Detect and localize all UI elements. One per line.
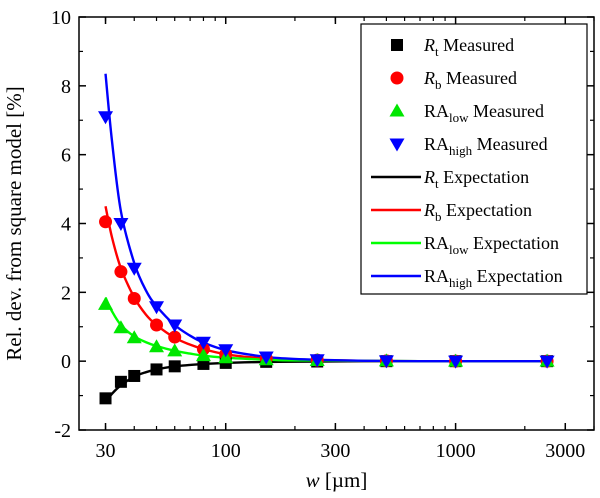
data-point-ra-low [126, 330, 142, 344]
y-tick-label: 4 [61, 214, 71, 236]
y-tick-label: -2 [54, 420, 71, 442]
x-tick-label: 3000 [545, 440, 585, 462]
data-point-ra-high [309, 354, 325, 368]
legend-label-ra-low: RAlow Expectation [424, 233, 559, 257]
data-point-r-b [127, 292, 141, 306]
data-point-ra-high [167, 319, 183, 333]
legend-label-r-b: Rb Expectation [423, 200, 532, 224]
data-point-r-b [150, 318, 164, 332]
data-point-r-b [99, 215, 113, 229]
data-point-r-t [114, 375, 127, 388]
measured-markers [98, 111, 555, 405]
data-point-ra-high [258, 351, 274, 365]
data-point-ra-low [195, 348, 211, 362]
data-point-ra-high [113, 218, 129, 231]
data-point-r-t [168, 360, 181, 373]
x-tick-label: 300 [320, 440, 350, 462]
data-point-ra-low [98, 296, 114, 310]
legend: Rt Measured Rb Measured RAlow Measured RAhi… [360, 23, 588, 295]
legend-label-r-t: Rt Measured [423, 35, 514, 59]
x-tick-label: 100 [211, 440, 241, 462]
y-tick-label: 6 [61, 145, 71, 167]
data-point-ra-low [113, 320, 129, 334]
data-point-r-b [168, 330, 182, 344]
axis-tick-labels: -2 0 2 4 6 8 10 30 100 300 1000 3000 [51, 7, 585, 462]
data-point-r-b [114, 265, 128, 279]
data-point-ra-high [126, 262, 142, 276]
data-point-ra-low [167, 343, 183, 357]
x-axis-unit: [µm] [320, 468, 368, 492]
data-point-ra-low [149, 339, 165, 353]
x-axis-label: w [µm] [306, 468, 368, 492]
x-axis-variable: w [306, 468, 320, 492]
legend-marker-ra-low [389, 103, 405, 117]
legend-label-ra-high: RAhigh Measured [424, 134, 548, 158]
data-point-r-t [99, 392, 112, 405]
y-axis-label: Rel. dev. from square model [%] [2, 86, 26, 360]
data-point-ra-high [149, 301, 165, 315]
legend-label-r-b: Rb Measured [423, 68, 517, 92]
y-tick-label: 2 [61, 282, 71, 304]
data-point-ra-high [448, 355, 464, 369]
legend-marker-r-b [390, 71, 404, 85]
y-tick-label: 8 [61, 76, 71, 98]
legend-label-ra-high: RAhigh Expectation [424, 266, 563, 290]
data-point-r-t [150, 363, 163, 376]
axis-ticks [79, 16, 595, 431]
y-tick-label: 10 [51, 7, 71, 29]
x-tick-label: 1000 [436, 440, 476, 462]
y-tick-label: 0 [61, 351, 71, 373]
x-tick-label: 30 [96, 440, 116, 462]
data-point-ra-high [218, 344, 234, 358]
legend-marker-r-t [391, 39, 403, 51]
data-point-ra-high [378, 355, 394, 369]
legend-label-ra-low: RAlow Measured [424, 101, 544, 125]
legend-marker-ra-high [389, 138, 405, 152]
data-point-ra-high [98, 111, 114, 125]
data-point-ra-high [539, 355, 555, 369]
legend-label-r-t: Rt Expectation [423, 167, 529, 191]
data-point-ra-high [195, 336, 211, 350]
data-point-r-t [128, 369, 141, 382]
legend-box [360, 23, 588, 295]
